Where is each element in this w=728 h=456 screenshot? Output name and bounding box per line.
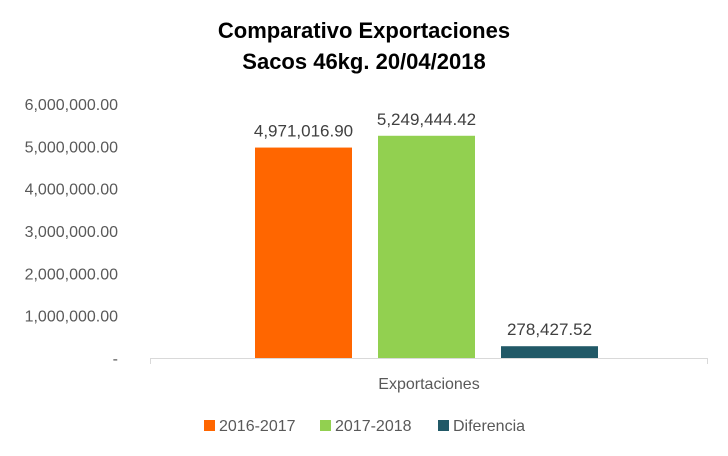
legend-swatch xyxy=(438,420,449,431)
chart-title: Comparativo Exportaciones xyxy=(217,18,511,43)
y-tick-label: - xyxy=(113,351,118,368)
legend-label: 2016-2017 xyxy=(219,418,296,435)
bar-2016-2017 xyxy=(255,147,352,358)
bar-2017-2018 xyxy=(378,135,475,358)
legend-label: Diferencia xyxy=(453,418,525,435)
y-tick-label: 2,000,000.00 xyxy=(25,266,119,283)
y-tick-label: 5,000,000.00 xyxy=(25,139,119,156)
data-label: 4,971,016.90 xyxy=(254,122,353,141)
y-tick-label: 1,000,000.00 xyxy=(25,309,119,326)
legend-swatch xyxy=(320,420,331,431)
legend-label: 2017-2018 xyxy=(335,418,412,435)
bar-diferencia xyxy=(501,346,598,358)
y-tick-label: 3,000,000.00 xyxy=(25,224,119,241)
x-category-label: Exportaciones xyxy=(378,376,479,393)
data-label: 5,249,444.42 xyxy=(377,110,476,129)
y-tick-label: 6,000,000.00 xyxy=(25,97,119,114)
legend-swatch xyxy=(204,420,215,431)
y-tick-label: 4,000,000.00 xyxy=(25,182,119,199)
data-label: 278,427.52 xyxy=(507,320,592,339)
chart-subtitle: Sacos 46kg. 20/04/2018 xyxy=(242,49,486,74)
